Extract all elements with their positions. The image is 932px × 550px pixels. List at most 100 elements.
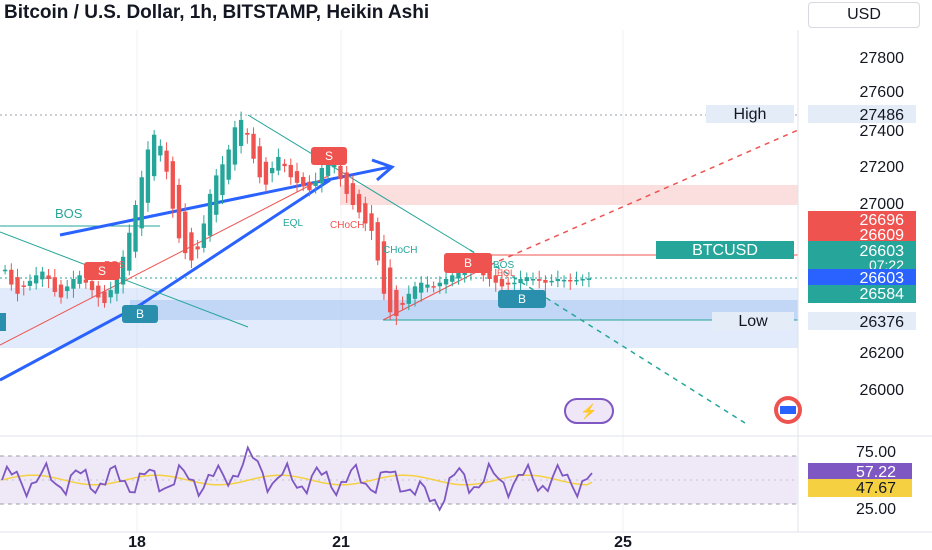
candle-body [301,176,306,187]
candle-body [568,279,573,282]
candle-body [425,284,430,288]
candle-body [549,280,554,283]
time-tick: 25 [614,534,632,550]
candle-body [394,289,399,316]
candle-body [158,145,163,156]
candle-body [195,246,200,250]
rsi-tick: 25.00 [856,501,896,518]
chart-title: Bitcoin / U.S. Dollar, 1h, BITSTAMP, Hei… [4,2,430,23]
svg-text:High: High [734,106,767,123]
choch-label: CHoCH [383,245,417,256]
svg-text:26603: 26603 [860,270,905,287]
candle-body [537,279,542,281]
candle-body [151,134,157,177]
candle-body [319,168,325,184]
candle-body [83,279,89,283]
candle-body [269,168,275,174]
svg-text:26609: 26609 [860,227,905,244]
candle-body [220,164,225,196]
svg-text:26584: 26584 [860,286,905,303]
candle-body [263,161,269,185]
candle-body [145,149,151,203]
bos-label: BOS [55,206,83,221]
time-tick: 21 [332,534,350,550]
candle-body [276,156,281,171]
bos-label: BOS [493,260,514,271]
candle-body [27,280,33,286]
candle-body [120,256,126,285]
candle-body [33,275,39,284]
price-tick: 27200 [860,159,905,176]
candle-body [450,275,455,282]
rsi-ma-label: 47.67 [808,479,912,497]
candle-body [102,291,107,304]
svg-text:47.67: 47.67 [856,480,896,497]
price-tick: 27600 [860,84,905,101]
brand-logo-icon [774,396,802,424]
currency-button[interactable]: USD [808,2,920,28]
candle-body [350,183,356,205]
high-marker: High 27486 [706,105,916,124]
candle-body [282,163,287,167]
buy-signal: B [444,253,492,273]
candle-body [356,194,362,213]
candle-body [139,177,144,229]
candle-body [9,269,14,285]
candle-body [437,282,443,287]
candle-body [443,279,449,285]
price-label: 26584 [808,285,916,303]
candle-body [89,281,95,291]
sell-signal: S [84,262,120,280]
candle-body [325,158,331,176]
rsi-line [1,445,593,512]
candle-body [170,161,175,209]
buy-signal: B [122,305,158,323]
price-tick: 27400 [860,123,905,140]
candle-body [214,175,219,215]
price-tick: 27800 [860,50,905,67]
candle-body [176,184,182,239]
lightning-icon[interactable]: ⚡ [564,398,614,424]
price-tick: 27000 [860,196,905,213]
svg-text:BTCUSD: BTCUSD [692,242,758,259]
candle-body [245,132,250,135]
symbol-label: BTCUSD [656,241,794,259]
candle-body [561,279,567,282]
candle-body [419,282,424,293]
demand-zone-inner [130,300,798,320]
eql-label: EQL [497,268,515,278]
current-price-label: 26603 07:22 [808,241,916,273]
price-label: 26603 [808,269,916,287]
candle-body [77,275,82,284]
candle-body [52,277,57,292]
choch-label: CHoCH [330,220,364,231]
candle-body [288,164,293,178]
candle-body [65,286,70,292]
price-label: 26696 [808,211,916,229]
candle-body [338,165,343,180]
svg-text:27486: 27486 [860,107,905,124]
candle-body [456,271,461,279]
candle-body [431,286,436,288]
candle-body [307,181,312,191]
candle-body [313,180,318,186]
svg-text:26696: 26696 [860,212,905,229]
candle-body [257,146,262,178]
candle-body [294,171,300,183]
candle-body [574,279,579,282]
buy-signal: B [498,290,546,308]
candle-body [114,275,120,294]
candle-body [580,279,585,281]
candle-body [493,275,498,283]
candle-body [369,213,374,231]
supply-zone [340,185,798,205]
candle-body [487,271,492,279]
candle-body [543,279,548,283]
candle-body [555,279,561,282]
candle-body [586,278,592,280]
price-label: 26609 [808,226,916,244]
svg-text:B: B [518,292,526,306]
candle-body [164,150,169,172]
price-tick: 26200 [860,345,905,362]
